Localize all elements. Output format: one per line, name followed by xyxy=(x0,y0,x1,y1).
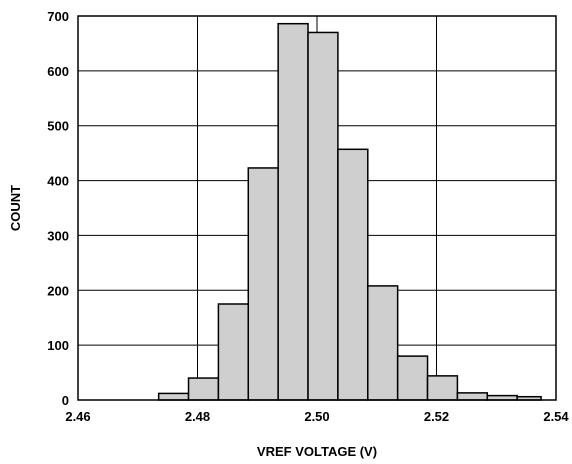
histogram-bar xyxy=(456,392,489,401)
x-tick-label: 2.54 xyxy=(543,409,569,424)
y-tick-label: 700 xyxy=(47,9,69,24)
histogram-bar xyxy=(307,31,339,401)
y-tick-label: 400 xyxy=(47,174,69,189)
histogram-bar xyxy=(247,167,279,401)
y-tick-label: 600 xyxy=(47,64,69,79)
y-axis-title: COUNT xyxy=(8,185,23,231)
x-tick-label: 2.46 xyxy=(65,409,90,424)
histogram-bar xyxy=(337,148,369,401)
y-tick-label: 500 xyxy=(47,119,69,134)
plot-frame xyxy=(77,15,557,401)
x-tick-label: 2.48 xyxy=(185,409,210,424)
y-tick-label: 0 xyxy=(62,393,69,408)
histogram-bar xyxy=(396,355,429,401)
x-tick-label: 2.52 xyxy=(424,409,449,424)
histogram-bar xyxy=(277,22,309,401)
y-tick-label: 300 xyxy=(47,228,69,243)
x-axis-title: VREF VOLTAGE (V) xyxy=(257,444,377,459)
histogram-bar xyxy=(217,303,250,401)
y-tick-label: 100 xyxy=(47,338,69,353)
x-axis-ticks: 2.46 2.48 2.50 2.52 2.54 xyxy=(65,409,569,424)
histogram-bar xyxy=(157,392,190,401)
histogram-bar xyxy=(426,375,459,401)
histogram-bar xyxy=(187,377,220,401)
y-tick-label: 200 xyxy=(47,283,69,298)
y-axis-ticks: 0 100 200 300 400 500 600 700 xyxy=(47,9,69,408)
x-tick-label: 2.50 xyxy=(304,409,329,424)
histogram-bars xyxy=(157,22,542,401)
histogram-bar xyxy=(367,285,399,401)
